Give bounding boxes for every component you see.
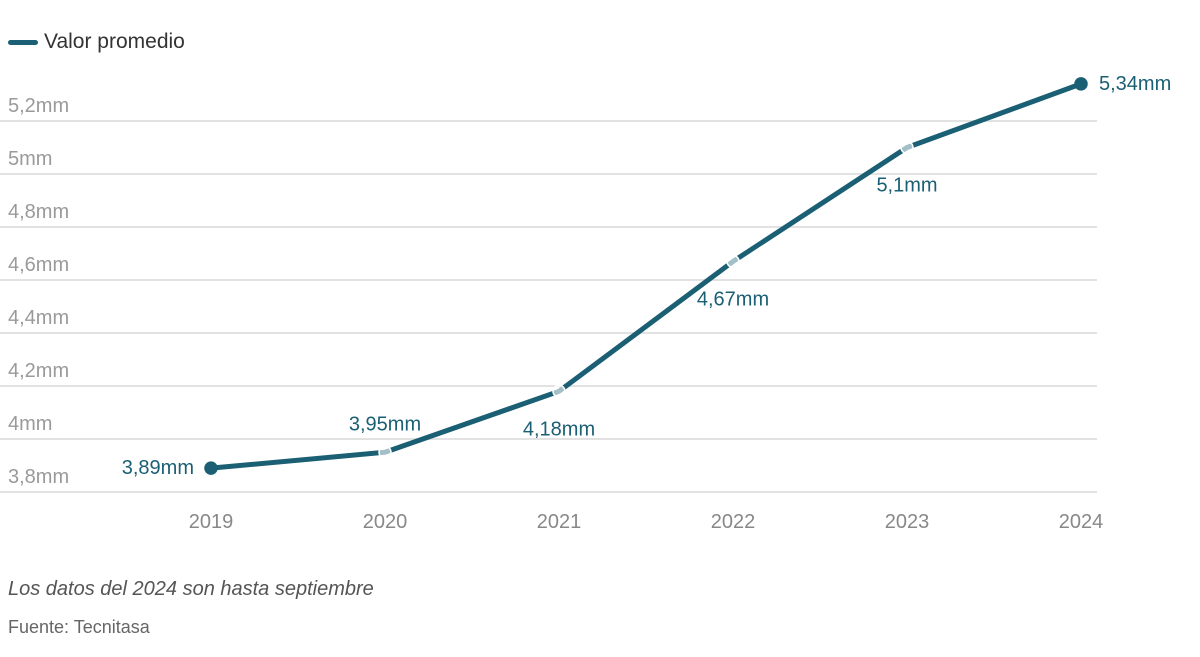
data-point xyxy=(900,140,914,155)
x-tick-label: 2020 xyxy=(363,511,408,533)
data-label: 4,18mm xyxy=(523,418,595,440)
y-tick-label: 4,4mm xyxy=(8,307,69,329)
x-tick-label: 2023 xyxy=(885,511,930,533)
data-point xyxy=(204,461,218,475)
y-tick-label: 4,8mm xyxy=(8,201,69,223)
y-tick-label: 3,8mm xyxy=(8,466,69,488)
y-tick-label: 4mm xyxy=(8,413,52,435)
legend-swatch xyxy=(8,39,38,45)
y-tick-label: 5mm xyxy=(8,148,52,170)
data-label: 3,95mm xyxy=(349,413,421,435)
data-point xyxy=(378,445,392,459)
legend-label: Valor promedio xyxy=(44,30,185,53)
data-point xyxy=(726,254,740,269)
footnote: Los datos del 2024 son hasta septiembre xyxy=(8,578,374,600)
x-tick-label: 2024 xyxy=(1059,511,1104,533)
x-tick-label: 2019 xyxy=(189,511,234,533)
data-point xyxy=(1074,77,1088,91)
data-label: 3,89mm xyxy=(122,457,194,479)
data-label: 5,34mm xyxy=(1099,73,1171,95)
data-label: 5,1mm xyxy=(876,175,937,197)
x-tick-label: 2021 xyxy=(537,511,582,533)
y-tick-label: 5,2mm xyxy=(8,95,69,117)
line-chart: 3,8mm 4mm 4,2mm 4,4mm 4,6mm 4,8mm 5mm 5,2mm 2019… xyxy=(0,73,1171,533)
data-label: 4,67mm xyxy=(697,288,769,310)
series-line xyxy=(208,81,1084,471)
y-tick-label: 4,2mm xyxy=(8,360,69,382)
x-tick-label: 2022 xyxy=(711,511,756,533)
legend: Valor promedio xyxy=(8,30,185,54)
data-point xyxy=(552,384,566,399)
y-tick-label: 4,6mm xyxy=(8,254,69,276)
source: Fuente: Tecnitasa xyxy=(8,617,150,637)
